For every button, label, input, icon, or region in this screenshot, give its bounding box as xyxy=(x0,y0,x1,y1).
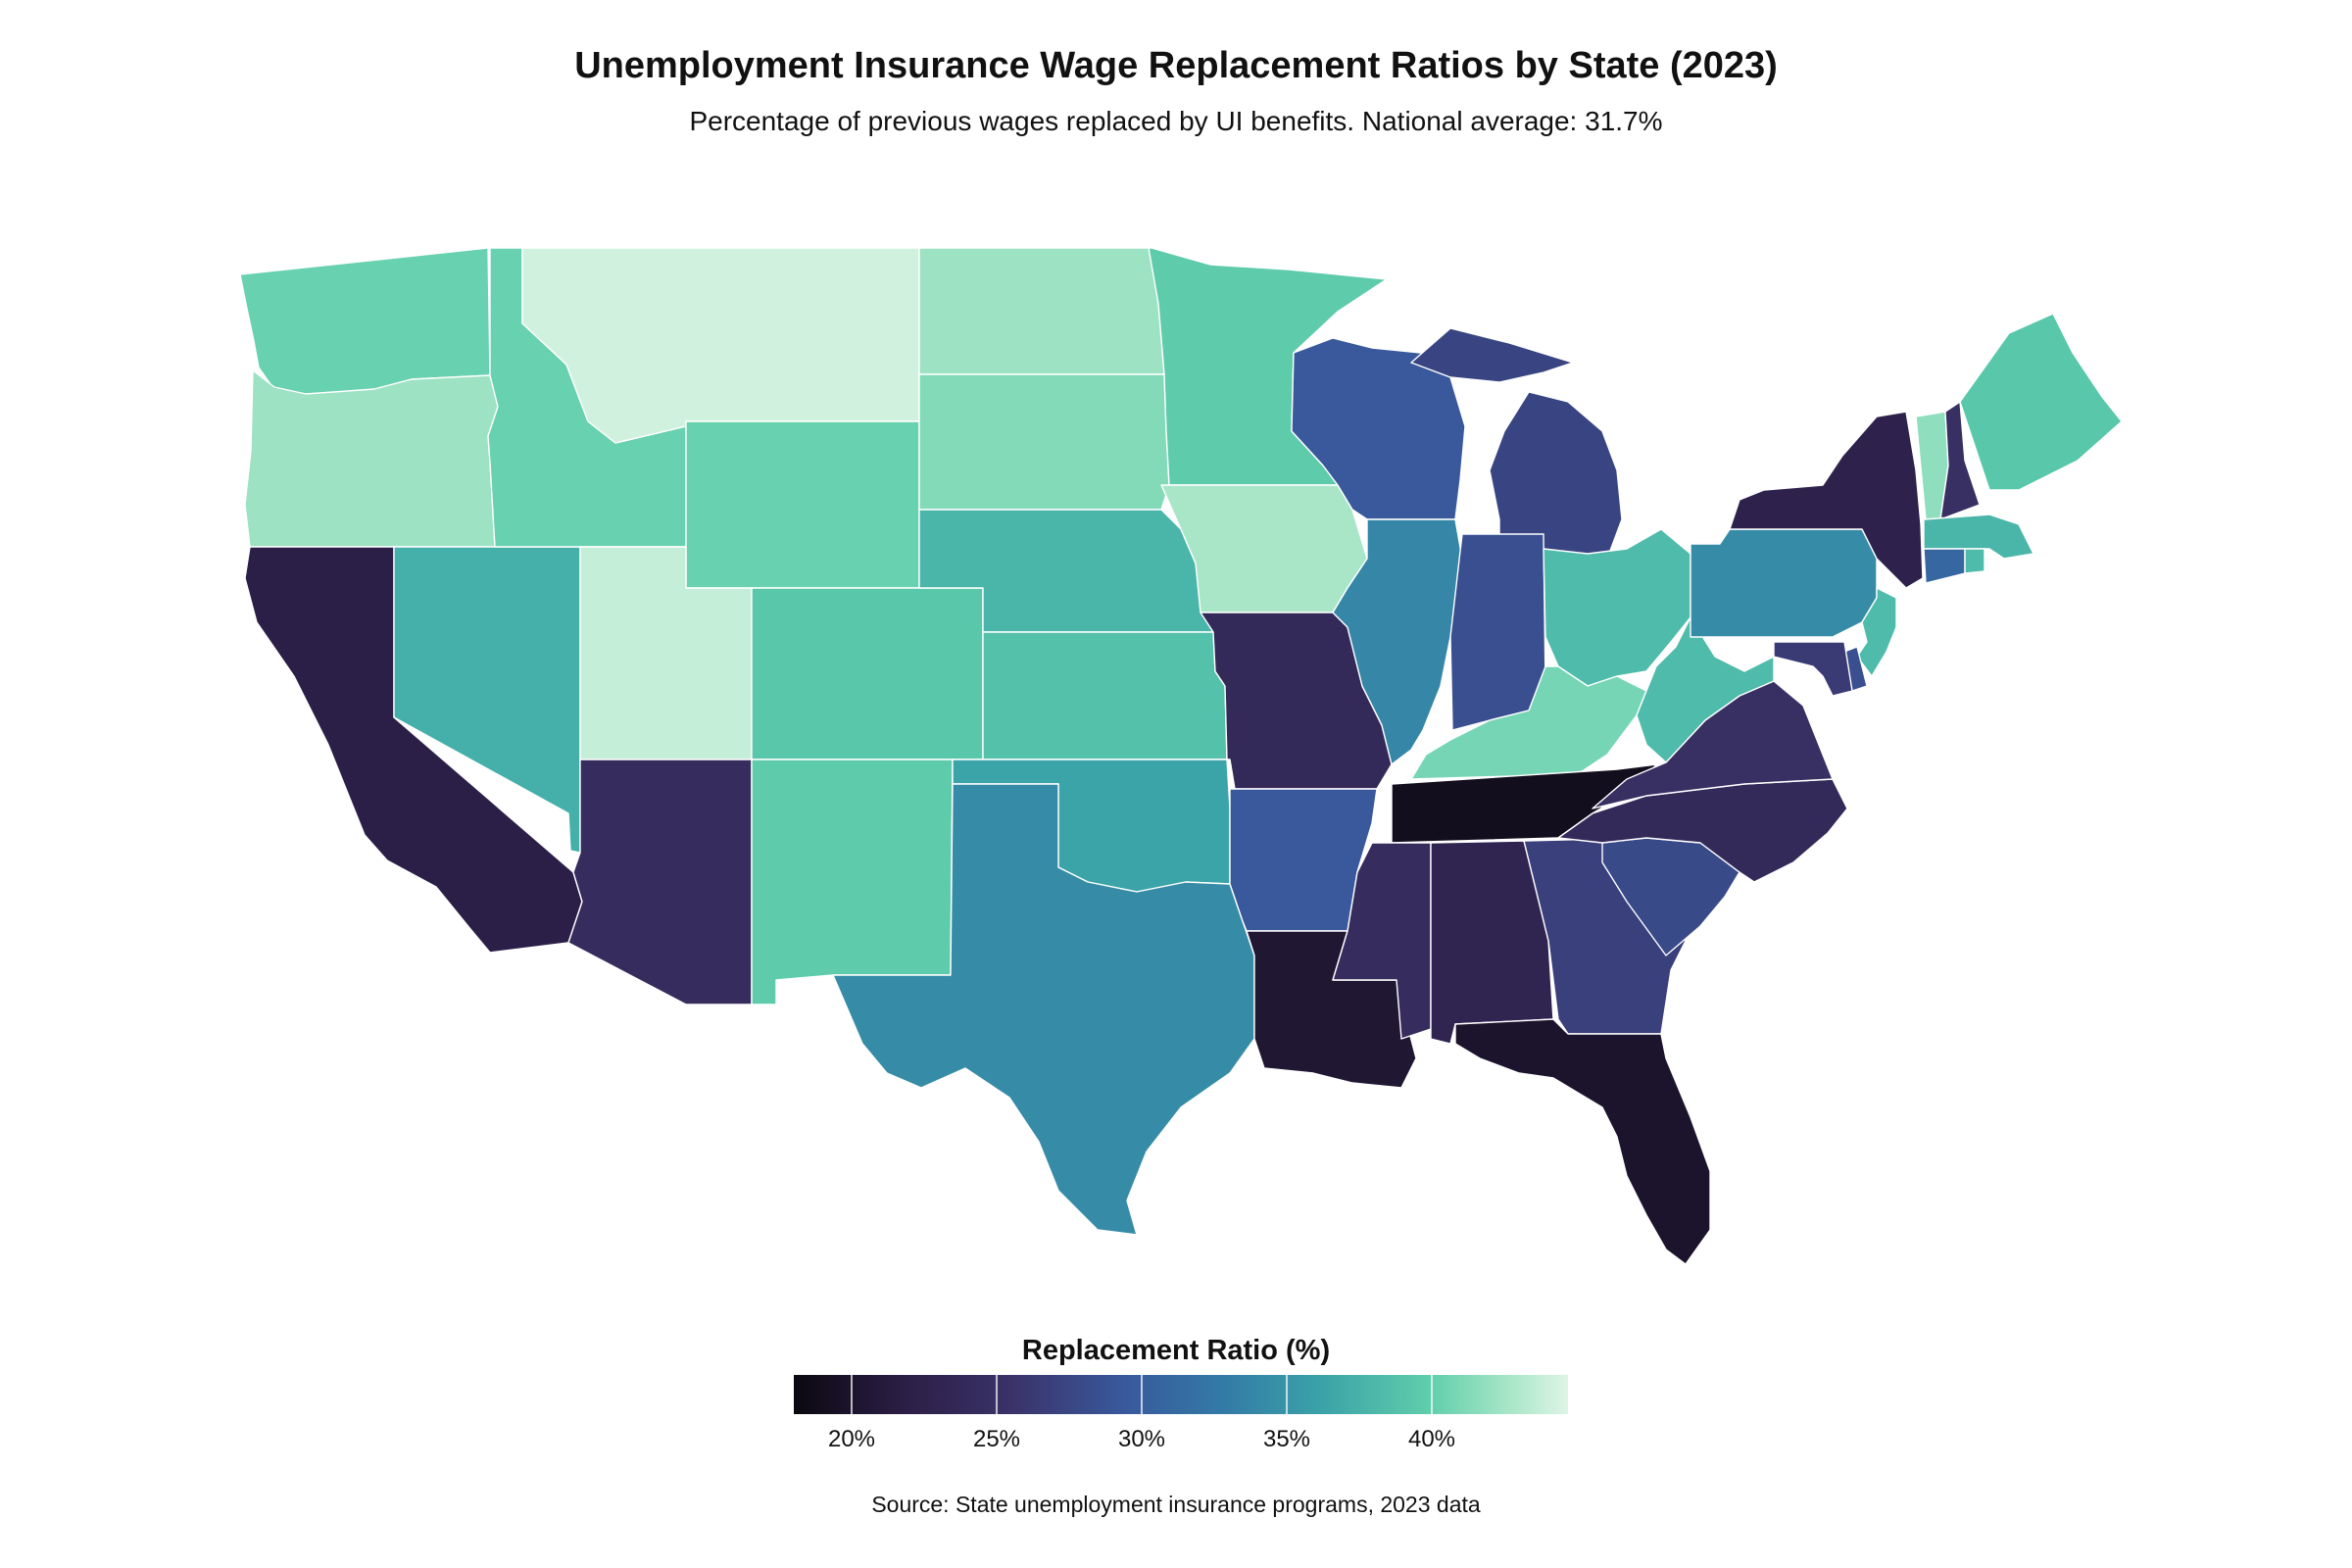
state-sd xyxy=(918,373,1170,511)
state-in xyxy=(1449,533,1546,731)
state-me xyxy=(1959,313,2123,491)
us-choropleth-map xyxy=(239,224,2123,1265)
state-nj xyxy=(1856,587,1897,677)
state-tx xyxy=(832,783,1255,1236)
legend-tick-mark xyxy=(1431,1375,1433,1414)
legend-tick-mark xyxy=(1141,1375,1143,1414)
state-ct xyxy=(1923,548,1966,584)
state-nd xyxy=(918,247,1165,375)
state-wa xyxy=(239,247,491,397)
state-co xyxy=(751,587,984,760)
state-az xyxy=(567,759,753,1005)
state-ks xyxy=(982,631,1228,760)
legend-title: Replacement Ratio (%) xyxy=(1021,1335,1331,1366)
state-ri xyxy=(1964,548,1985,574)
legend-tick-mark xyxy=(1286,1375,1288,1414)
source-note: Source: State unemployment insurance pro… xyxy=(871,1492,1481,1517)
legend-tick-mark xyxy=(996,1375,998,1414)
color-scale-bar xyxy=(794,1375,1568,1414)
state-or xyxy=(244,369,499,548)
legend-tick-label: 35% xyxy=(1262,1426,1311,1452)
state-wv xyxy=(1636,616,1775,763)
legend-tick-label: 30% xyxy=(1117,1426,1166,1452)
page-title: Unemployment Insurance Wage Replacement … xyxy=(574,45,1778,86)
state-mi xyxy=(1410,327,1623,560)
state-ca xyxy=(244,546,583,954)
legend-tick-label: 25% xyxy=(972,1426,1021,1452)
state-md xyxy=(1773,641,1853,697)
state-nm xyxy=(751,759,954,1005)
page-subtitle: Percentage of previous wages replaced by… xyxy=(689,106,1663,136)
legend-tick-mark xyxy=(851,1375,853,1414)
legend-tick-label: 40% xyxy=(1407,1426,1456,1452)
state-wi xyxy=(1291,337,1466,520)
state-wy xyxy=(685,420,920,589)
state-va xyxy=(1592,680,1834,809)
state-ny xyxy=(1729,411,1924,589)
state-fl xyxy=(1454,1018,1711,1265)
legend-tick-label: 20% xyxy=(827,1426,876,1452)
state-pa xyxy=(1690,528,1878,638)
